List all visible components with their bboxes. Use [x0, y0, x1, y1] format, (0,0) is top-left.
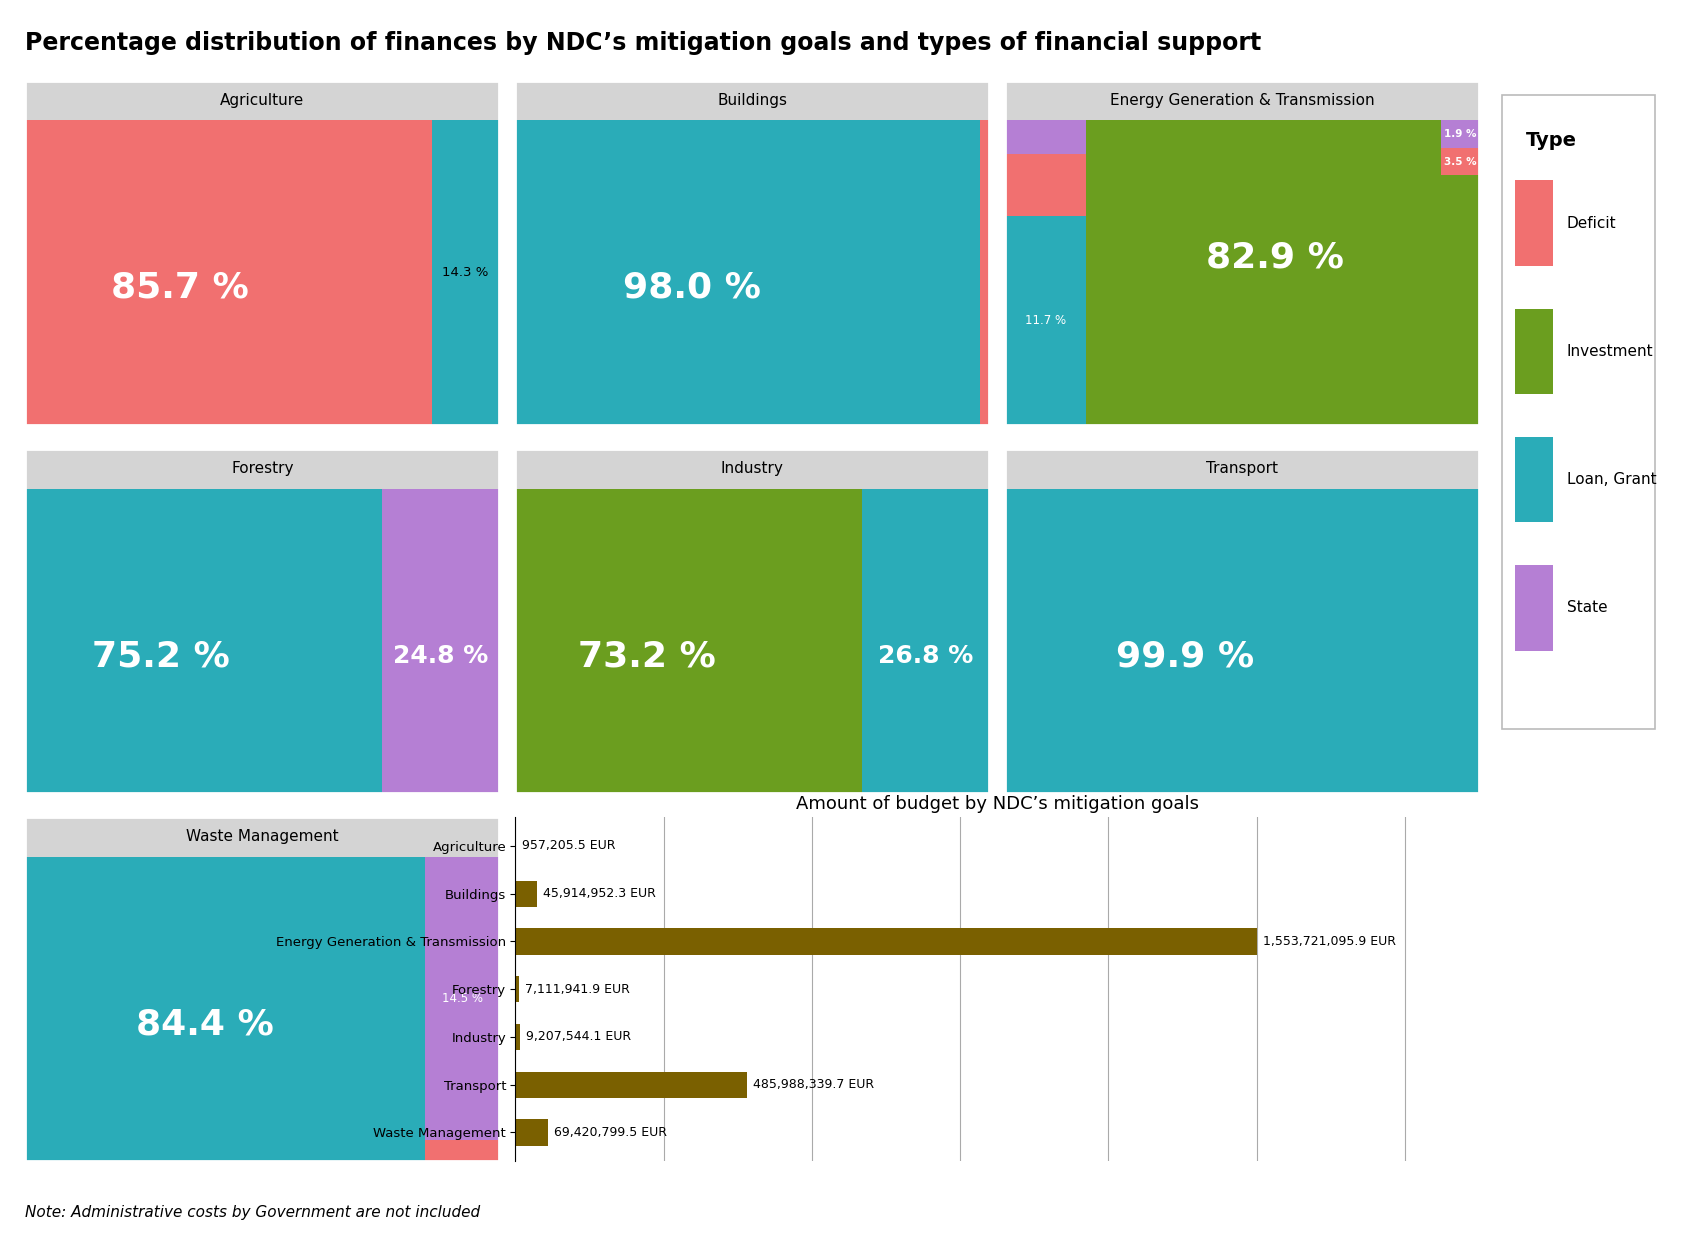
Bar [516, 488, 862, 794]
Bar [382, 488, 499, 794]
Text: Loan, Grant: Loan, Grant [1566, 472, 1655, 487]
Bar [25, 488, 382, 794]
Text: 14.3 %: 14.3 % [443, 266, 489, 279]
Text: Forestry: Forestry [232, 461, 294, 476]
Text: 26.8 %: 26.8 % [878, 645, 974, 668]
Text: 98.0 %: 98.0 % [622, 271, 761, 304]
Bar [1004, 154, 1086, 216]
Bar [25, 817, 499, 857]
Bar [516, 881, 538, 907]
Bar [1515, 565, 1552, 651]
Text: 957,205.5 EUR: 957,205.5 EUR [521, 840, 616, 852]
Text: Type: Type [1525, 130, 1576, 149]
Bar [516, 120, 979, 425]
Bar [516, 1119, 548, 1145]
Bar [516, 1023, 519, 1049]
Bar [25, 448, 499, 488]
Bar [1004, 81, 1480, 120]
Bar [1004, 488, 1478, 794]
Bar [25, 120, 431, 425]
Text: Agriculture: Agriculture [220, 93, 304, 108]
Text: 84.4 %: 84.4 % [137, 1007, 274, 1041]
Text: Waste Management: Waste Management [186, 830, 338, 845]
Text: 14.5 %: 14.5 % [441, 992, 484, 1005]
Text: 82.9 %: 82.9 % [1206, 241, 1344, 274]
Bar [1086, 120, 1480, 425]
Title: Amount of budget by NDC’s mitigation goals: Amount of budget by NDC’s mitigation goa… [796, 795, 1199, 812]
Text: Percentage distribution of finances by NDC’s mitigation goals and types of finan: Percentage distribution of finances by N… [25, 31, 1261, 55]
Text: Energy Generation & Transmission: Energy Generation & Transmission [1109, 93, 1375, 108]
Bar [1004, 120, 1086, 154]
Bar [516, 928, 1256, 955]
Text: Note: Administrative costs by Government are not included: Note: Administrative costs by Government… [25, 1205, 480, 1220]
Text: 1,553,721,095.9 EUR: 1,553,721,095.9 EUR [1263, 935, 1395, 948]
Text: 69,420,799.5 EUR: 69,420,799.5 EUR [555, 1126, 668, 1139]
Bar [25, 81, 499, 120]
Bar [516, 81, 989, 120]
Text: 485,988,339.7 EUR: 485,988,339.7 EUR [752, 1078, 874, 1092]
Text: 75.2 %: 75.2 % [91, 640, 230, 673]
Text: Buildings: Buildings [717, 93, 788, 108]
Bar [1515, 437, 1552, 523]
Text: 3.5 %: 3.5 % [1444, 156, 1476, 166]
Bar [1515, 309, 1552, 394]
Text: 1.9 %: 1.9 % [1444, 129, 1476, 139]
Text: 9,207,544.1 EUR: 9,207,544.1 EUR [526, 1031, 631, 1043]
Text: Investment: Investment [1566, 344, 1654, 359]
Bar [516, 1072, 747, 1098]
Bar [979, 120, 989, 425]
Bar [1441, 148, 1480, 175]
Bar [516, 976, 519, 1002]
Text: 7,111,941.9 EUR: 7,111,941.9 EUR [524, 982, 629, 996]
Bar [426, 857, 499, 1140]
Text: 85.7 %: 85.7 % [112, 271, 249, 304]
Text: 24.8 %: 24.8 % [392, 645, 489, 668]
Bar [862, 488, 989, 794]
Text: 11.7 %: 11.7 % [1025, 314, 1067, 327]
Bar [426, 1140, 499, 1161]
Bar [1004, 448, 1480, 488]
Bar [431, 120, 499, 425]
Text: 45,914,952.3 EUR: 45,914,952.3 EUR [543, 887, 656, 900]
Text: Deficit: Deficit [1566, 216, 1617, 231]
Text: 99.9 %: 99.9 % [1116, 640, 1255, 673]
Text: Transport: Transport [1206, 461, 1278, 476]
Text: Industry: Industry [720, 461, 783, 476]
Bar [1441, 120, 1480, 148]
Text: State: State [1566, 600, 1608, 615]
Bar [1515, 180, 1552, 266]
Bar [516, 448, 989, 488]
Bar [1004, 216, 1086, 425]
Bar [25, 857, 426, 1161]
Text: 73.2 %: 73.2 % [578, 640, 715, 673]
